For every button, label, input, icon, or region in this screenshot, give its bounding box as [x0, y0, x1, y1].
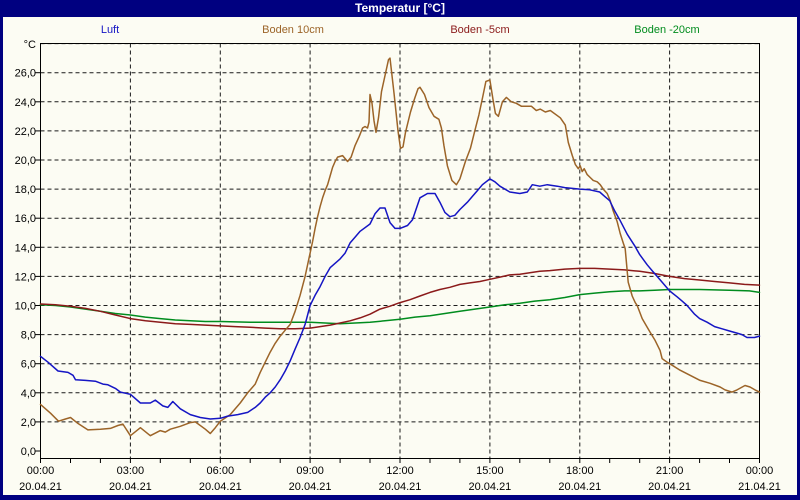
chart-panel	[3, 17, 797, 495]
legend-item-boden-10cm: Boden 10cm	[262, 24, 324, 36]
title-bar: Temperatur [°C]	[0, 0, 800, 17]
legend-item-luft: Luft	[100, 24, 120, 36]
page-title: Temperatur [°C]	[355, 1, 445, 15]
legend-item-boden-5cm: Boden -5cm	[450, 24, 510, 36]
legend-item-boden-20cm: Boden -20cm	[634, 24, 700, 36]
